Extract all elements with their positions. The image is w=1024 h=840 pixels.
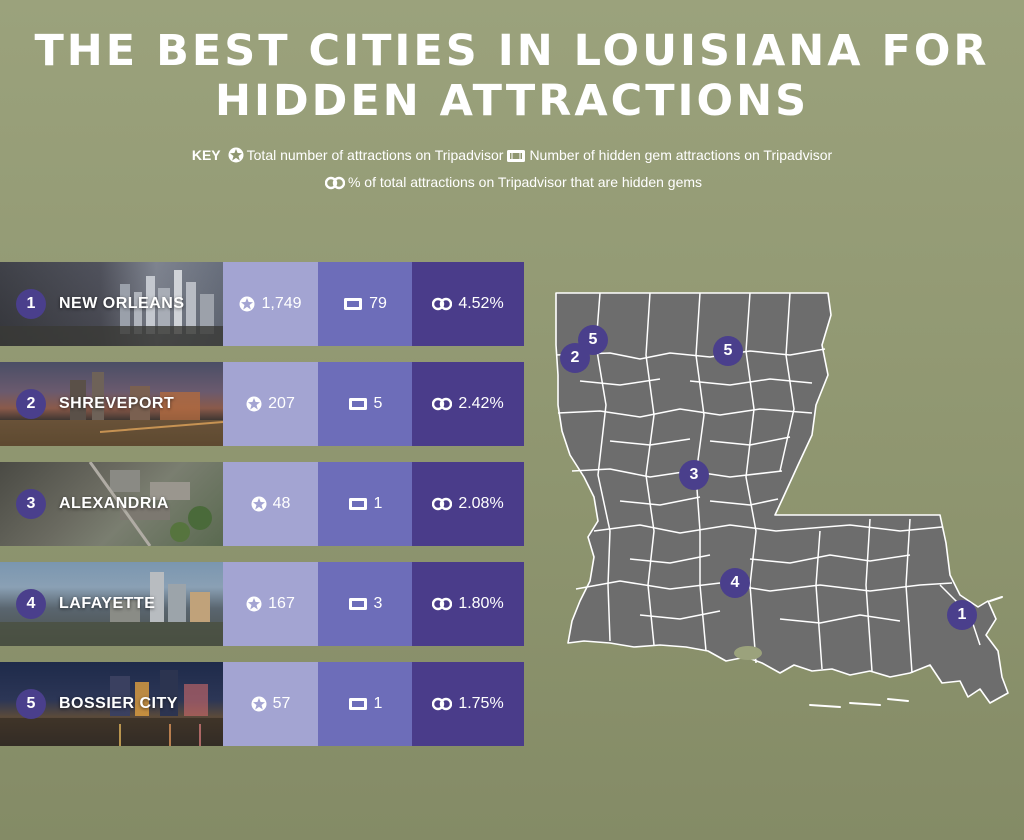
binoculars-icon xyxy=(432,397,453,411)
binoculars-icon xyxy=(324,173,346,197)
attraction-icon xyxy=(228,146,244,170)
ticket-icon xyxy=(348,398,367,410)
attraction-icon xyxy=(246,396,262,412)
percent-value: 1.75% xyxy=(458,695,504,712)
city-row-1: 1 NEW ORLEANS 1,749 79 4.52% xyxy=(0,262,524,346)
city-name: SHREVEPORT xyxy=(59,395,175,412)
city-name: BOSSIER CITY xyxy=(59,695,178,712)
attraction-icon xyxy=(251,696,267,712)
map-marker: 3 xyxy=(679,460,709,490)
percent-value: 2.42% xyxy=(458,395,504,412)
ticket-icon xyxy=(344,298,363,310)
percent-cell: 1.75% xyxy=(412,662,524,746)
map-marker: 5 xyxy=(713,336,743,366)
total-attractions-cell: 167 xyxy=(223,562,318,646)
key-gems-text: Number of hidden gem attractions on Trip… xyxy=(529,147,833,163)
title-line-2: HIDDEN ATTRACTIONS xyxy=(214,76,810,126)
map-marker: 4 xyxy=(720,568,750,598)
key-total-text: Total number of attractions on Tripadvis… xyxy=(246,147,504,163)
gems-value: 79 xyxy=(369,295,387,312)
attraction-icon xyxy=(251,496,267,512)
hidden-gems-cell: 1 xyxy=(318,462,412,546)
binoculars-icon xyxy=(432,497,453,511)
city-cell: 2 SHREVEPORT xyxy=(0,362,223,446)
ticket-icon xyxy=(348,598,367,610)
city-row-5: 5 BOSSIER CITY 57 1 1.75% xyxy=(0,662,524,746)
total-value: 57 xyxy=(272,695,291,712)
percent-value: 4.52% xyxy=(458,295,504,312)
attraction-icon xyxy=(246,596,262,612)
percent-cell: 2.42% xyxy=(412,362,524,446)
total-value: 207 xyxy=(268,395,295,412)
key-label: KEY xyxy=(191,147,221,163)
total-attractions-cell: 1,749 xyxy=(223,262,318,346)
legend-key: KEY Total number of attractions on Tripad… xyxy=(0,143,1024,197)
lake-shape xyxy=(734,646,762,660)
city-name: NEW ORLEANS xyxy=(59,295,185,312)
ticket-icon xyxy=(348,698,367,710)
total-value: 1,749 xyxy=(261,295,302,312)
hidden-gems-cell: 1 xyxy=(318,662,412,746)
city-name: LAFAYETTE xyxy=(59,595,156,612)
percent-cell: 1.80% xyxy=(412,562,524,646)
percent-cell: 4.52% xyxy=(412,262,524,346)
gems-value: 1 xyxy=(373,695,383,712)
city-row-4: 4 LAFAYETTE 167 3 1.80% xyxy=(0,562,524,646)
louisiana-map: 5 2 5 3 4 1 xyxy=(550,285,1012,740)
gems-value: 1 xyxy=(373,495,383,512)
total-value: 167 xyxy=(268,595,295,612)
rank-badge: 2 xyxy=(16,389,46,419)
city-row-3: 3 ALEXANDRIA 48 1 2.08% xyxy=(0,462,524,546)
total-attractions-cell: 207 xyxy=(223,362,318,446)
total-attractions-cell: 57 xyxy=(223,662,318,746)
gems-value: 3 xyxy=(373,595,383,612)
binoculars-icon xyxy=(432,697,453,711)
percent-cell: 2.08% xyxy=(412,462,524,546)
rank-badge: 1 xyxy=(16,289,46,319)
hidden-gems-cell: 79 xyxy=(318,262,412,346)
rank-badge: 5 xyxy=(16,689,46,719)
binoculars-icon xyxy=(432,597,453,611)
city-cell: 3 ALEXANDRIA xyxy=(0,462,223,546)
hidden-gems-cell: 3 xyxy=(318,562,412,646)
louisiana-outline xyxy=(555,292,1009,708)
city-cell: 5 BOSSIER CITY xyxy=(0,662,223,746)
binoculars-icon xyxy=(432,297,453,311)
percent-value: 2.08% xyxy=(458,495,504,512)
rank-badge: 4 xyxy=(16,589,46,619)
city-cell: 1 NEW ORLEANS xyxy=(0,262,223,346)
ticket-icon xyxy=(348,498,367,510)
page-title: THE BEST CITIES IN LOUISIANA FOR HIDDEN … xyxy=(0,26,1024,126)
ticket-icon xyxy=(506,146,526,170)
city-name: ALEXANDRIA xyxy=(59,495,169,512)
total-attractions-cell: 48 xyxy=(223,462,318,546)
attraction-icon xyxy=(239,296,255,312)
city-row-2: 2 SHREVEPORT 207 5 2.42% xyxy=(0,362,524,446)
title-line-1: THE BEST CITIES IN LOUISIANA FOR xyxy=(34,26,990,76)
hidden-gems-cell: 5 xyxy=(318,362,412,446)
map-marker: 1 xyxy=(947,600,977,630)
rank-badge: 3 xyxy=(16,489,46,519)
map-marker: 2 xyxy=(560,343,590,373)
gems-value: 5 xyxy=(373,395,383,412)
total-value: 48 xyxy=(272,495,291,512)
percent-value: 1.80% xyxy=(458,595,504,612)
key-percent-text: % of total attractions on Tripadvisor th… xyxy=(347,174,703,190)
city-cell: 4 LAFAYETTE xyxy=(0,562,223,646)
